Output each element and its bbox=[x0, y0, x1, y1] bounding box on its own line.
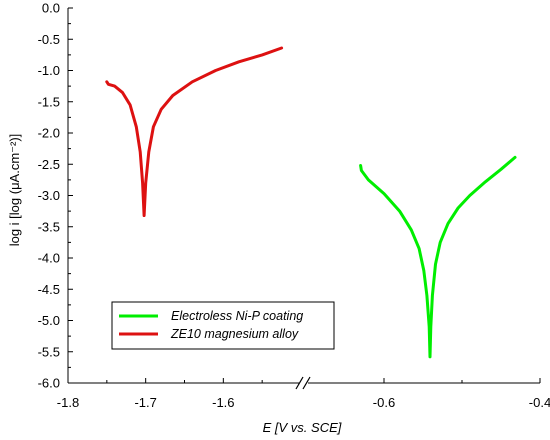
y-axis: 0.0 -0.5 -1.0 -1.5 -2.0 -2.5 -3.0 -3.5 -4.0 -4.5 -… bbox=[38, 1, 73, 391]
x-tick-label: -1.8 bbox=[57, 395, 79, 410]
y-tick-label: -2.0 bbox=[38, 126, 60, 141]
series-line-ni-p-coating bbox=[359, 155, 517, 359]
y-tick-label: -1.5 bbox=[38, 94, 60, 109]
y-tick-label: -4.5 bbox=[38, 282, 60, 297]
x-axis-label: E [V vs. SCE] bbox=[263, 420, 342, 435]
y-tick-label: -6.0 bbox=[38, 376, 60, 391]
y-tick-label: -3.5 bbox=[38, 219, 60, 234]
x-tick-label: -0.4 bbox=[529, 395, 550, 410]
legend-box bbox=[111, 301, 335, 350]
y-tick-label: -5.5 bbox=[38, 344, 60, 359]
legend-label-ni-p: Electroless Ni-P coating bbox=[171, 309, 303, 323]
x-tick-label: -0.6 bbox=[373, 395, 395, 410]
y-tick-label: -5.0 bbox=[38, 313, 60, 328]
axis-break-mark bbox=[295, 376, 304, 390]
y-tick-label: 0.0 bbox=[42, 1, 60, 16]
legend: Electroless Ni-P coating ZE10 magnesium … bbox=[111, 301, 335, 350]
x-axis-break bbox=[295, 376, 311, 390]
y-tick-label: -0.5 bbox=[38, 32, 60, 47]
y-tick-label: -3.0 bbox=[38, 188, 60, 203]
y-axis-label: log i [log (μA.cm⁻²)] bbox=[7, 134, 22, 247]
axis-break-mark bbox=[302, 376, 311, 390]
x-tick-label: -1.7 bbox=[134, 395, 156, 410]
y-tick-label: -4.0 bbox=[38, 251, 60, 266]
legend-label-ze10: ZE10 magnesium alloy bbox=[170, 327, 299, 341]
x-axis: -1.8 -1.7 -1.6 -0.6 -0.4 bbox=[57, 378, 550, 410]
x-tick-label: -1.6 bbox=[212, 395, 234, 410]
y-tick-label: -1.0 bbox=[38, 63, 60, 78]
series-line-ze10-alloy bbox=[105, 46, 284, 217]
axis-break-gap bbox=[299, 377, 308, 389]
series-layer bbox=[105, 46, 517, 359]
y-tick-label: -2.5 bbox=[38, 157, 60, 172]
